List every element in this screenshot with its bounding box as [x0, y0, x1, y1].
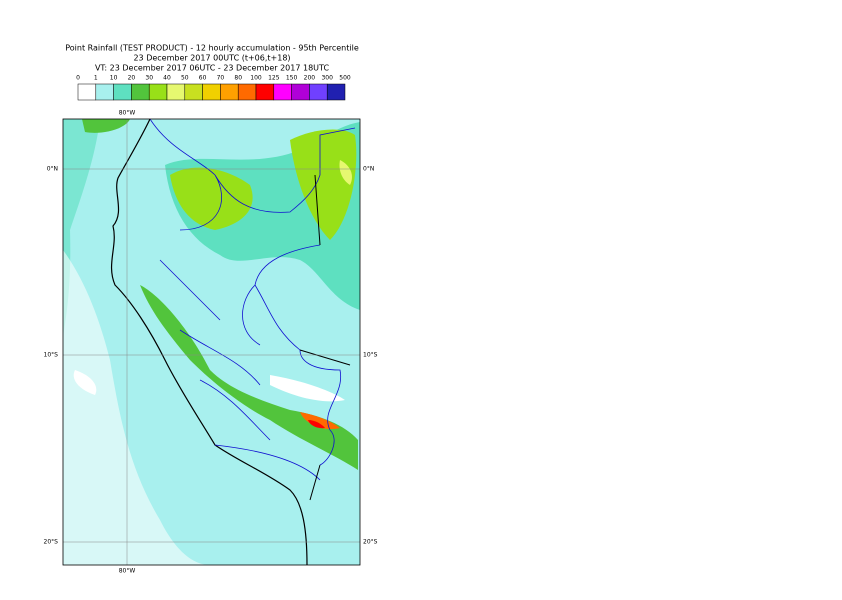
legend-label: 80	[234, 75, 242, 82]
legend-label: 10	[110, 75, 118, 82]
map-frame	[62, 118, 361, 566]
legend-label: 150	[286, 75, 298, 82]
legend-swatch	[291, 83, 310, 101]
lon-label: 80°W	[119, 110, 136, 117]
legend-swatch	[95, 83, 114, 101]
lon-label: 80°W	[119, 568, 136, 575]
legend-swatch	[255, 83, 275, 101]
legend-label: 30	[145, 75, 153, 82]
lat-label: 20°S	[44, 539, 59, 546]
legend-label: 300	[321, 75, 333, 82]
map	[63, 119, 360, 565]
legend-label: 20	[128, 75, 136, 82]
legend-swatch	[77, 83, 97, 101]
title: Point Rainfall (TEST PRODUCT) - 12 hourl…	[65, 44, 359, 53]
legend-swatch	[202, 83, 221, 101]
legend-label: 200	[304, 75, 316, 82]
legend-swatch	[220, 83, 239, 101]
legend-swatch	[184, 83, 203, 101]
legend-label: 500	[339, 75, 351, 82]
legend-label: 40	[163, 75, 171, 82]
lat-label: 10°S	[363, 352, 378, 359]
legend-label: 60	[199, 75, 207, 82]
lat-label: 20°S	[363, 539, 378, 546]
legend-label: 0	[76, 75, 80, 82]
legend-label: 125	[268, 75, 280, 82]
subtitle: 23 December 2017 00UTC (t+06,t+18)	[133, 54, 290, 63]
legend-swatch	[166, 83, 186, 101]
legend-label: 70	[217, 75, 225, 82]
legend-label: 50	[181, 75, 189, 82]
legend-swatch	[237, 83, 257, 101]
legend-swatch	[113, 83, 132, 101]
legend-swatch	[273, 83, 292, 101]
lat-label: 0°N	[363, 166, 374, 173]
legend-swatch	[309, 83, 328, 101]
legend-label: 100	[250, 75, 262, 82]
valid-time: VT: 23 December 2017 06UTC - 23 December…	[95, 64, 329, 73]
lat-label: 0°N	[47, 166, 58, 173]
legend-swatch	[148, 83, 168, 101]
legend-label: 1	[94, 75, 98, 82]
legend-swatch	[326, 83, 346, 101]
lat-label: 10°S	[44, 352, 59, 359]
legend: 0 1 10 20 30 40 50 60 70 80 100 125 150 200 300 500	[76, 75, 351, 101]
legend-swatch	[131, 83, 150, 101]
